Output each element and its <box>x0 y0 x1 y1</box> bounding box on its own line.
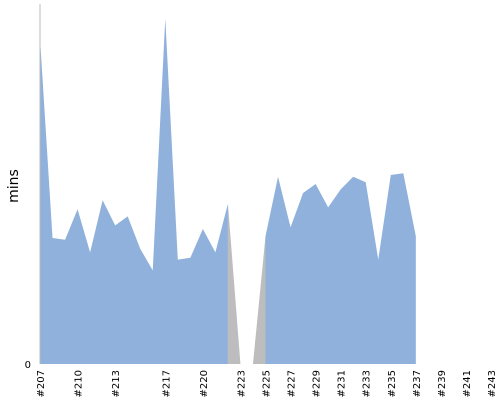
x-tick-label: #227 <box>287 370 298 397</box>
x-tick-label: #243 <box>487 370 498 397</box>
x-tick-label: #237 <box>412 370 423 397</box>
x-tick-label: #210 <box>74 370 85 397</box>
x-tick-label: #239 <box>437 370 448 397</box>
missing-data-gaps <box>227 203 266 364</box>
series-area <box>40 18 416 365</box>
x-tick-label: #217 <box>161 370 172 397</box>
x-tick-label: #223 <box>236 370 247 397</box>
x-tick-label: #213 <box>111 370 122 397</box>
x-tick-label: #235 <box>387 370 398 397</box>
x-tick-label: #231 <box>337 370 348 397</box>
x-tick-label: #241 <box>462 370 473 397</box>
x-tick-label: #220 <box>199 370 210 397</box>
x-tick-label: #225 <box>262 370 273 397</box>
y-axis-title: mins <box>6 169 22 203</box>
y-tick-label-0: 0 <box>25 360 31 371</box>
x-tick-label: #229 <box>312 370 323 397</box>
x-tick-label: #207 <box>36 370 47 397</box>
missing-data-ramp-up <box>252 236 266 364</box>
missing-data-ramp-down <box>227 203 241 364</box>
area-segment-1 <box>40 18 228 365</box>
area-segment-2 <box>265 173 416 364</box>
x-tick-label: #233 <box>362 370 373 397</box>
x-axis-tick-labels: #207 #210 #213 #217 #220 #223 #225 #227 #229 #231… <box>36 370 498 397</box>
